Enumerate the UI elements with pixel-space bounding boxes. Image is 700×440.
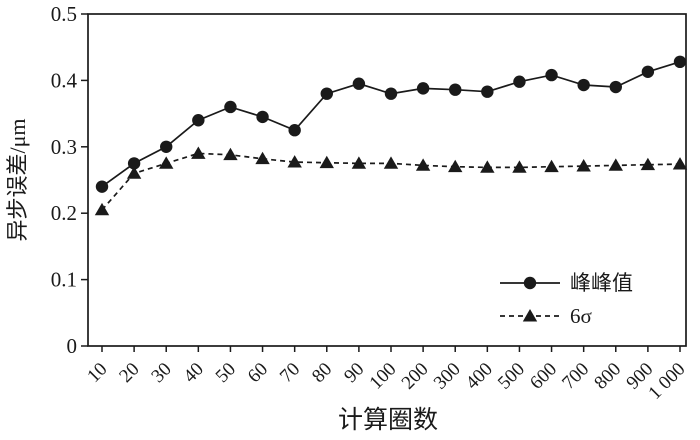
data-point-circle — [416, 82, 430, 95]
x-tick-label: 20 — [115, 359, 143, 387]
legend-label-sigma: 6σ — [570, 304, 592, 328]
x-tick-label: 100 — [366, 359, 401, 394]
data-point-triangle — [126, 166, 142, 179]
x-tick-label: 700 — [558, 359, 593, 394]
x-tick-label: 80 — [308, 359, 336, 387]
x-tick-label: 60 — [244, 359, 272, 387]
data-point-triangle — [480, 160, 495, 173]
data-point-circle — [127, 157, 141, 170]
data-point-circle — [513, 75, 526, 88]
y-tick-label: 0.5 — [51, 2, 77, 26]
x-tick-label: 30 — [147, 359, 175, 387]
data-point-triangle — [608, 158, 623, 171]
data-point-circle — [481, 85, 494, 98]
data-point-circle — [384, 87, 398, 100]
plot-frame — [87, 13, 687, 347]
data-point-circle — [545, 68, 558, 82]
legend: 峰峰值 6σ — [500, 271, 633, 328]
data-point-circle — [160, 140, 173, 153]
y-tick-label: 0.3 — [51, 135, 77, 159]
x-tick-label: 200 — [398, 359, 433, 394]
data-point-triangle — [223, 147, 238, 161]
y-tick-label: 0.1 — [51, 268, 77, 292]
data-point-triangle — [287, 155, 302, 168]
data-point-circle — [95, 180, 109, 193]
x-tick-label: 300 — [430, 359, 465, 394]
data-point-triangle — [640, 157, 656, 171]
data-point-circle — [449, 83, 462, 96]
plot-area: 0 0.1 0.2 0.3 0.4 0.5 10 20 30 40 50 60 70 80 90100200… — [51, 2, 690, 404]
data-point-triangle — [159, 156, 174, 169]
data-point-circle — [320, 87, 333, 100]
data-point-triangle — [319, 155, 334, 169]
data-point-triangle — [255, 151, 270, 165]
data-point-triangle — [351, 156, 367, 169]
data-point-triangle — [94, 202, 110, 216]
data-point-circle — [224, 100, 237, 114]
x-axis-label: 计算圈数 — [338, 406, 438, 434]
x-tick-label: 40 — [180, 359, 208, 387]
x-tick-label: 70 — [276, 359, 304, 387]
data-point-circle — [192, 114, 205, 127]
legend-marker-circle — [523, 276, 537, 290]
x-tick-label: 1 000 — [644, 359, 689, 404]
x-tick-label: 800 — [590, 359, 625, 394]
data-point-triangle — [512, 160, 527, 173]
y-tick-label: 0.2 — [51, 201, 77, 225]
data-point-circle — [288, 124, 301, 137]
data-point-triangle — [576, 159, 591, 172]
data-point-triangle — [415, 158, 431, 171]
y-axis-label: 异步误差/μm — [5, 118, 30, 241]
data-point-circle — [352, 77, 366, 90]
x-tick-label: 90 — [340, 359, 368, 387]
data-point-triangle — [544, 159, 559, 173]
legend-label-peak: 峰峰值 — [570, 271, 633, 295]
data-point-circle — [577, 78, 590, 92]
legend-marker-triangle — [522, 309, 538, 322]
y-tick-label: 0.4 — [51, 68, 78, 92]
y-tick-label: 0 — [67, 334, 78, 358]
x-tick-label: 10 — [83, 359, 111, 387]
data-point-triangle — [448, 159, 463, 173]
data-point-triangle — [191, 146, 206, 159]
x-tick-label: 600 — [526, 359, 561, 394]
x-tick-label: 50 — [212, 359, 240, 387]
x-tick-label: 400 — [462, 359, 497, 394]
data-point-circle — [641, 65, 655, 78]
data-point-circle — [673, 55, 687, 69]
data-point-circle — [609, 80, 622, 94]
data-point-triangle — [672, 157, 688, 170]
x-tick-label: 500 — [494, 359, 529, 394]
data-point-triangle — [383, 156, 399, 169]
data-point-circle — [256, 110, 269, 124]
